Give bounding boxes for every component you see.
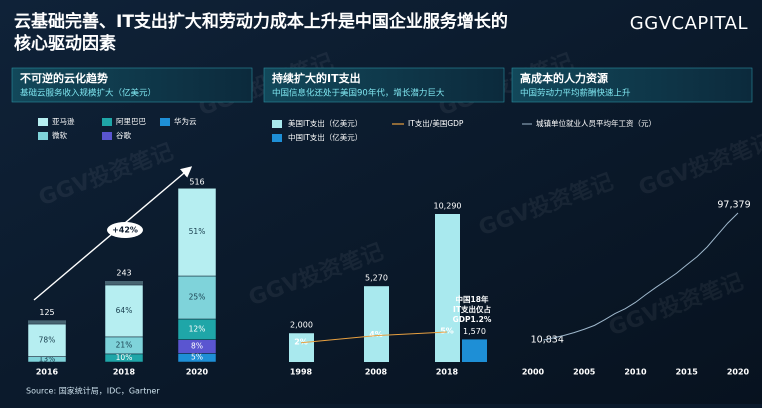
gdp-line: [300, 331, 448, 344]
data-label: 21%: [116, 340, 133, 349]
x-tick-label: 2020: [186, 368, 209, 377]
panel-header: [511, 67, 753, 103]
legend-swatch: [272, 134, 282, 142]
total-label: 243: [116, 269, 131, 278]
bar: [364, 286, 389, 362]
bar: [289, 333, 314, 362]
x-tick-label: 2018: [436, 368, 459, 377]
data-label: 5%: [440, 327, 454, 336]
panel-title: 持续扩大的IT支出: [272, 71, 361, 85]
data-label: 2,000: [290, 321, 313, 330]
panel-title: 不可逆的云化趋势: [20, 71, 108, 85]
legend-swatch: [102, 118, 112, 126]
x-tick-label: 1998: [290, 368, 313, 377]
legend-label: IT支出/美国GDP: [408, 118, 464, 128]
bar: [435, 214, 460, 362]
legend-swatch: [38, 118, 48, 126]
data-label: 10%: [116, 353, 133, 362]
bar-segment: [27, 323, 67, 357]
data-label: 2%: [294, 337, 308, 346]
legend-label: 谷歌: [116, 130, 131, 140]
data-label: 4%: [369, 330, 383, 339]
annotation: 中国18年: [456, 294, 489, 304]
data-label: 12%: [189, 324, 206, 333]
slide-title: 核心驱动因素: [14, 33, 116, 54]
legend-swatch: [272, 120, 282, 128]
panel-header: [11, 67, 253, 103]
data-label: 64%: [116, 306, 133, 315]
x-tick-label: 2010: [624, 368, 647, 377]
legend-label: 阿里巴巴: [116, 117, 146, 126]
panel-subtitle: 中国信息化还处于美国90年代，增长潜力巨大: [272, 88, 445, 99]
legend-swatch: [160, 118, 170, 126]
annotation: GDP1.2%: [453, 315, 492, 324]
legend-label: 美国IT支出（亿美元）: [288, 118, 362, 128]
data-label: 13%: [39, 354, 56, 363]
bar-segment: [177, 188, 217, 277]
total-label: 516: [189, 178, 204, 187]
panel-title: 高成本的人力资源: [520, 71, 608, 85]
data-label: 10,834: [531, 335, 564, 346]
x-tick-label: 2020: [727, 368, 750, 377]
data-label: 8%: [191, 342, 203, 351]
x-tick-label: 2018: [113, 368, 136, 377]
x-tick-label: 2000: [522, 368, 545, 377]
legend-label: 亚马逊: [52, 116, 75, 126]
legend-label: 华为云: [174, 116, 197, 126]
panel-subtitle: 中国劳动力平均薪酬快速上升: [520, 88, 631, 99]
data-label: 25%: [189, 293, 206, 302]
data-label: 5,270: [365, 274, 388, 283]
panel-header: [263, 67, 505, 103]
data-label: 97,379: [717, 200, 750, 211]
annotation-bubble: [107, 222, 143, 238]
brand: GGVCAPITAL: [630, 13, 748, 34]
legend-label: 中国IT支出（亿美元）: [288, 132, 362, 142]
data-label: 5%: [191, 353, 203, 362]
x-tick-label: 2005: [573, 368, 596, 377]
legend-swatch: [38, 132, 48, 140]
bar-segment: [104, 284, 144, 338]
bar: [462, 339, 487, 362]
annotation: +42%: [112, 226, 138, 235]
slide-title: 云基础完善、IT支出扩大和劳动力成本上升是中国企业服务增长的: [14, 11, 508, 32]
data-label: 51%: [189, 227, 206, 236]
total-label: 125: [39, 308, 54, 317]
data-label: 78%: [39, 335, 56, 344]
data-label: 1,570: [463, 327, 486, 336]
wage-line: [543, 212, 739, 341]
legend-label: 微软: [52, 130, 67, 140]
x-tick-label: 2016: [36, 368, 59, 377]
legend-swatch: [102, 132, 112, 140]
data-label: 10,290: [434, 202, 462, 211]
annotation: IT支出仅占: [453, 304, 491, 314]
x-tick-label: 2008: [365, 368, 388, 377]
x-tick-label: 2015: [676, 368, 699, 377]
source: Source: 国家统计局，IDC，Gartner: [26, 386, 160, 396]
legend-label: 城镇单位就业人员平均年工资（元）: [536, 118, 656, 128]
panel-subtitle: 基础云服务收入规模扩大（亿美元）: [20, 88, 156, 99]
